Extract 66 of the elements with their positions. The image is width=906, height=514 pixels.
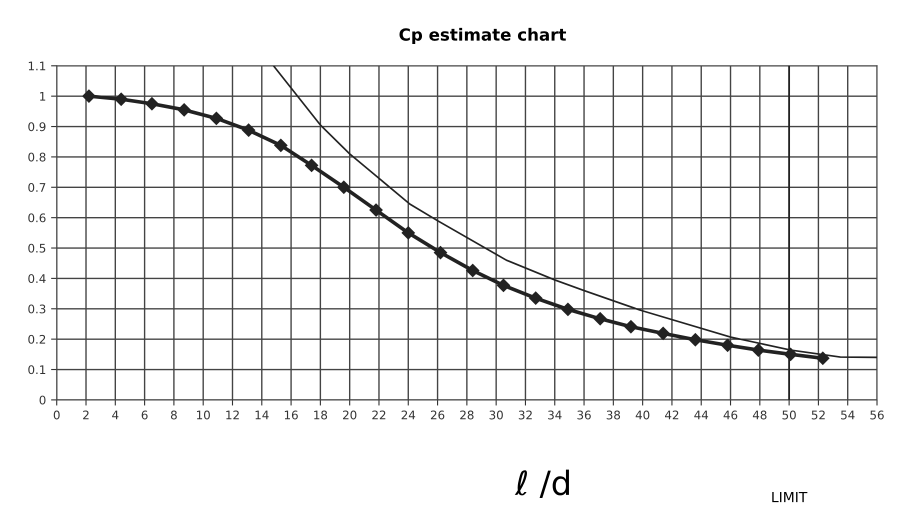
point bbox=[274, 138, 288, 152]
y-tick-label: 0.2 bbox=[28, 334, 46, 344]
point bbox=[369, 203, 383, 217]
point bbox=[688, 333, 702, 346]
point bbox=[434, 246, 448, 260]
point bbox=[242, 124, 256, 137]
x-tick-label: 2 bbox=[83, 410, 89, 420]
x-tick-label: 6 bbox=[142, 410, 148, 420]
point bbox=[594, 312, 607, 326]
x-tick-label: 36 bbox=[577, 410, 591, 420]
point bbox=[529, 292, 542, 305]
point bbox=[402, 226, 415, 240]
point bbox=[178, 103, 191, 116]
y-tick-label: 0.5 bbox=[28, 244, 46, 253]
point bbox=[561, 302, 575, 316]
x-tick-label: 26 bbox=[430, 410, 444, 420]
y-tick-label: 0 bbox=[40, 396, 46, 405]
x-tick-label: 10 bbox=[196, 410, 210, 420]
point bbox=[496, 278, 510, 292]
x-tick-label: 20 bbox=[343, 410, 356, 420]
x-tick-label: 8 bbox=[170, 410, 177, 420]
y-tick-label: 0.1 bbox=[28, 365, 46, 374]
x-tick-label: 12 bbox=[226, 410, 239, 420]
x-tick-label: 32 bbox=[518, 410, 532, 420]
y-tick-label: 1.1 bbox=[28, 62, 46, 70]
x-tick-label: 18 bbox=[314, 410, 328, 420]
point bbox=[82, 90, 96, 103]
point bbox=[624, 320, 638, 334]
x-tick-label: 4 bbox=[112, 410, 118, 420]
x-tick-label: 16 bbox=[284, 410, 298, 420]
x-tick-label: 42 bbox=[665, 410, 678, 420]
x-tick-label: 30 bbox=[490, 410, 503, 420]
point bbox=[114, 92, 128, 106]
x-tick-label: 46 bbox=[724, 410, 738, 420]
point bbox=[466, 264, 480, 278]
x-tick-label: 52 bbox=[812, 410, 825, 420]
point bbox=[145, 97, 159, 110]
chart-title: Cp estimate chart bbox=[400, 28, 566, 44]
y-tick-label: 0.8 bbox=[28, 152, 46, 162]
x-tick-label: 54 bbox=[841, 410, 855, 420]
x-tick-label: 0 bbox=[54, 410, 60, 420]
point bbox=[305, 158, 318, 172]
x-axis-title: ℓ /d bbox=[514, 470, 569, 498]
point bbox=[210, 112, 223, 125]
x-tick-label: 38 bbox=[606, 410, 620, 420]
x-tick-label: 24 bbox=[402, 410, 416, 420]
x-tick-label: 28 bbox=[460, 410, 474, 420]
point bbox=[337, 180, 350, 194]
y-tick-label: 0.9 bbox=[28, 122, 46, 132]
y-tick-label: 1 bbox=[40, 92, 46, 101]
y-tick-label: 0.3 bbox=[28, 304, 46, 314]
y-tick-label: 0.6 bbox=[28, 213, 46, 222]
x-tick-label: 48 bbox=[752, 410, 767, 420]
point bbox=[656, 326, 670, 340]
point bbox=[721, 338, 734, 352]
x-tick-label: 56 bbox=[870, 410, 884, 420]
y-tick-label: 0.4 bbox=[28, 274, 46, 284]
x-tick-label: 34 bbox=[548, 410, 562, 420]
x-tick-label: 22 bbox=[372, 410, 386, 420]
x-tick-label: 14 bbox=[256, 410, 269, 420]
ref-line-label: LIMIT bbox=[772, 492, 808, 502]
x-tick-label: 40 bbox=[636, 410, 650, 420]
x-tick-label: 44 bbox=[694, 410, 708, 420]
y-tick-label: 0.7 bbox=[28, 183, 46, 192]
point bbox=[752, 343, 765, 357]
x-tick-label: 50 bbox=[782, 410, 796, 420]
